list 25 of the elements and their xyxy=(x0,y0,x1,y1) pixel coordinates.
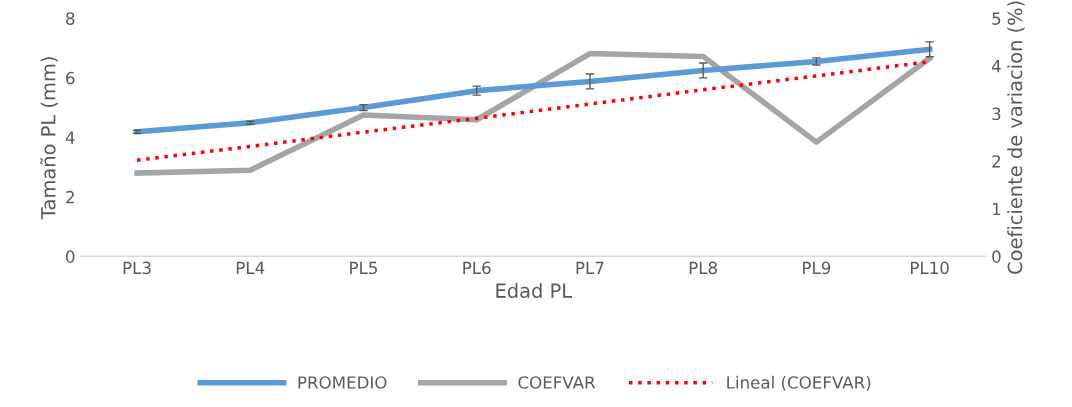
y-tick-label: 4 xyxy=(65,131,75,144)
y2-tick-label: 1 xyxy=(992,202,1001,216)
x-tick-label: PL5 xyxy=(350,261,377,275)
x-tick-label: PL7 xyxy=(576,261,604,274)
y2-tick-label: 5 xyxy=(992,12,1001,25)
x-tick-label: PL10 xyxy=(910,261,949,275)
x-tick-label: PL8 xyxy=(689,261,717,275)
x-tick-label: PL9 xyxy=(803,261,831,275)
x-tick-label: PL4 xyxy=(236,261,265,274)
x-tick-label: PL3 xyxy=(123,261,151,275)
y2-axis-title: Coeficiente de variacion (%) xyxy=(1007,1,1025,274)
x-axis-title: Edad PL xyxy=(496,282,573,299)
legend-label: Lineal (COEFVAR) xyxy=(727,375,871,391)
y2-tick-label: 0 xyxy=(992,250,1001,263)
y-tick-label: 6 xyxy=(66,71,75,85)
legend-label: COEFVAR xyxy=(518,376,596,389)
y-tick-label: 8 xyxy=(66,12,75,25)
y-axis-title: Tamaño PL (mm) xyxy=(40,57,58,220)
y2-tick-label: 4 xyxy=(991,60,1001,73)
y2-tick-label: 2 xyxy=(992,155,1001,168)
legend-label: PROMEDIO xyxy=(298,376,387,389)
y-tick-label: 2 xyxy=(66,190,74,204)
x-tick-label: PL6 xyxy=(463,261,491,275)
y-tick-label: 0 xyxy=(66,250,75,263)
y2-tick-label: 3 xyxy=(992,107,1001,121)
